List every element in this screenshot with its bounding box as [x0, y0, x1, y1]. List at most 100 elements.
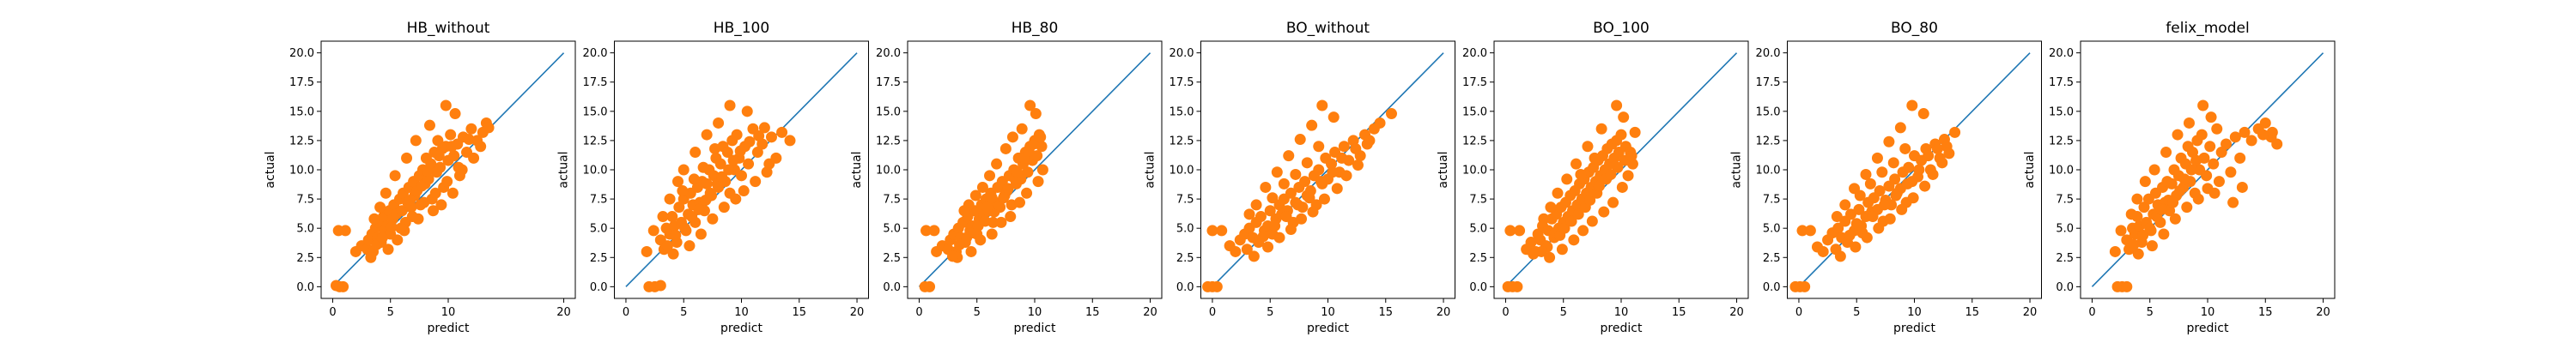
data-point: [429, 187, 441, 199]
y-tick-label: 20.0: [1756, 47, 1781, 60]
y-tick-label: 2.5: [1469, 252, 1487, 265]
data-point: [2208, 158, 2220, 170]
data-point: [958, 205, 970, 217]
y-tick-label: 0.0: [1469, 281, 1487, 294]
y-tick-label: 17.5: [2049, 76, 2074, 89]
data-point: [1262, 241, 1274, 253]
data-point: [1949, 126, 1961, 138]
data-point: [1230, 245, 1242, 257]
data-point: [1271, 166, 1283, 178]
data-point: [448, 150, 460, 162]
data-point: [670, 229, 682, 241]
panel-title: HB_100: [714, 20, 769, 37]
data-point: [1012, 166, 1024, 178]
data-point: [1864, 178, 1876, 190]
data-point: [776, 126, 788, 138]
data-point: [724, 99, 736, 111]
data-point: [2181, 202, 2193, 214]
data-point: [2190, 154, 2202, 166]
data-point: [1386, 108, 1397, 120]
data-point: [339, 225, 351, 237]
data-point: [714, 158, 726, 170]
data-point: [453, 161, 465, 173]
x-tick-label: 5: [387, 306, 394, 319]
y-tick-label: 0.0: [1176, 281, 1194, 294]
data-point: [2183, 117, 2195, 129]
x-tick-label: 5: [680, 306, 687, 319]
data-point: [1907, 192, 1919, 204]
data-point: [688, 173, 700, 185]
data-point: [475, 141, 487, 153]
y-tick-label: 15.0: [289, 105, 314, 118]
scatter-panel-4: BO_without 0 5 10 15 20 0.0 2.5 5.0 7.5 10.0 12.5 15…: [1144, 20, 1455, 335]
data-point: [2192, 193, 2204, 205]
data-point: [1586, 215, 1598, 227]
data-point: [1005, 211, 1017, 223]
y-tick-label: 10.0: [289, 165, 314, 178]
data-point: [1612, 161, 1624, 173]
y-tick-label: 5.0: [1469, 223, 1487, 236]
x-axis-label: predict: [1014, 322, 1056, 335]
data-point: [1024, 99, 1036, 111]
data-point: [1361, 138, 1373, 150]
data-point: [392, 234, 404, 246]
data-point: [986, 192, 998, 204]
data-point: [1352, 159, 1364, 172]
scatter-panel-1: HB_without 0 5 10 20 0.0 2.5 5.0 7.5 10.0 12.5 15.0…: [264, 20, 576, 335]
y-tick-label: 2.5: [296, 252, 314, 265]
y-tick-label: 7.5: [296, 194, 314, 207]
data-point: [1273, 232, 1285, 244]
y-tick-label: 2.5: [2056, 252, 2074, 265]
data-point: [1296, 213, 1308, 225]
x-tick-label: 15: [1378, 306, 1393, 319]
y-tick-label: 2.5: [1763, 252, 1781, 265]
x-tick-label: 0: [2088, 306, 2095, 319]
data-point: [1845, 208, 1856, 220]
data-point: [1552, 187, 1564, 199]
data-point: [386, 221, 398, 233]
data-point: [2271, 138, 2283, 150]
data-point: [979, 215, 991, 227]
data-point: [1350, 142, 1362, 154]
data-point: [449, 108, 461, 120]
data-point: [1278, 178, 1290, 190]
data-point: [1216, 225, 1228, 237]
data-point: [1568, 234, 1580, 246]
data-point: [2125, 208, 2137, 220]
data-point: [1316, 99, 1328, 111]
x-tick-label: 0: [623, 306, 629, 319]
data-point: [1598, 206, 1610, 218]
data-point: [468, 152, 480, 164]
x-tick-label: 10: [1028, 306, 1042, 319]
data-point: [1022, 166, 1034, 178]
data-point: [965, 245, 977, 257]
data-point: [686, 211, 698, 223]
data-point: [1618, 111, 1630, 123]
y-tick-label: 15.0: [1170, 105, 1194, 118]
data-point: [664, 193, 676, 205]
data-point: [380, 187, 392, 199]
data-point: [1326, 158, 1338, 170]
data-point: [730, 193, 742, 205]
data-point: [981, 202, 993, 214]
x-tick-label: 10: [1614, 306, 1629, 319]
data-point: [1031, 150, 1043, 162]
data-point: [1248, 250, 1260, 262]
data-point: [690, 147, 702, 159]
data-point: [713, 117, 725, 129]
data-point: [389, 170, 401, 182]
data-point: [969, 190, 981, 202]
y-tick-label: 12.5: [1462, 135, 1487, 147]
y-tick-label: 2.5: [883, 252, 901, 265]
x-tick-label: 10: [441, 306, 456, 319]
x-axis-label: predict: [1893, 322, 1935, 335]
x-axis-label: predict: [720, 322, 762, 335]
data-point: [2169, 213, 2181, 225]
y-axis-label: actual: [1437, 151, 1450, 188]
y-tick-label: 12.5: [876, 135, 901, 147]
x-tick-label: 20: [556, 306, 571, 319]
data-point: [1558, 222, 1571, 234]
x-tick-label: 5: [2147, 306, 2154, 319]
data-point: [465, 123, 477, 135]
data-point: [1629, 126, 1641, 138]
